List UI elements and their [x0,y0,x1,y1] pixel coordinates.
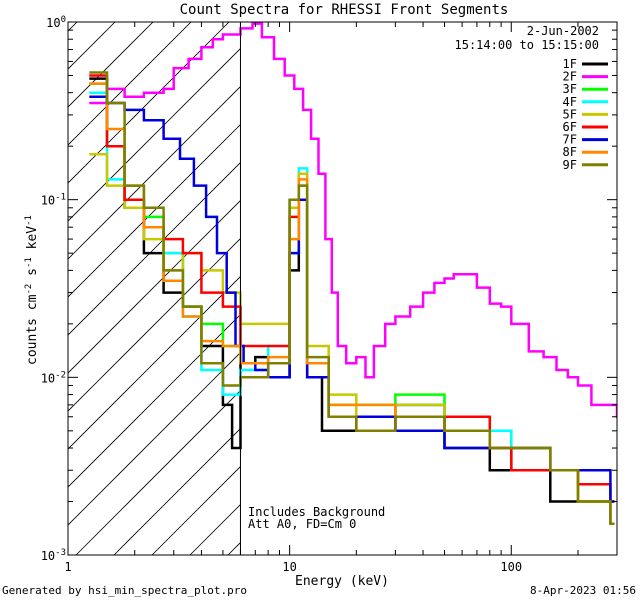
series-7F [89,95,615,503]
footer-generated-by: Generated by hsi_min_spectra_plot.pro [2,584,247,597]
hatch-line [304,0,640,555]
x-tick-labels: 1 10 100 [64,560,522,574]
y-tick-label: 100 [46,15,66,30]
series-1F [89,77,615,525]
series-2F [89,22,617,418]
hatch-line [68,123,241,298]
hatch-line [113,427,241,555]
hatch-line [68,199,241,374]
y-tick-label: 10-1 [41,193,66,208]
legend-label-6F: 6F [563,120,577,134]
axis-ticks [67,21,618,556]
hatch-line [68,47,241,222]
hatch-line [75,389,241,555]
legend-label-1F: 1F [563,57,577,71]
svg-text:counts cm-2 s-1 keV-1: counts cm-2 s-1 keV-1 [24,215,40,365]
series-5F [89,153,615,503]
legend-label-8F: 8F [563,145,577,159]
legend-label-2F: 2F [563,70,577,84]
x-tick-label: 100 [500,560,522,574]
footer-timestamp: 8-Apr-2023 01:56 [530,584,636,597]
hatch-line [68,85,241,260]
y-tick-labels: 100 10-1 10-2 10-3 [41,15,66,563]
legend-label-5F: 5F [563,107,577,121]
info-time-range: 15:14:00 to 15:15:00 [455,38,600,52]
series-8F [89,82,615,525]
series-9F [89,71,615,525]
y-tick-label: 10-3 [41,548,66,563]
legend-label-9F: 9F [563,158,577,172]
x-tick-label: 10 [282,560,296,574]
x-axis-label: Energy (keV) [295,574,389,589]
hatch-line [456,0,640,555]
y-tick-label: 10-2 [41,370,66,385]
hatch-line [68,22,78,32]
legend-label-7F: 7F [563,133,577,147]
hatch-line [68,22,154,108]
hatch-line [68,161,241,336]
hatch-line [342,0,640,555]
note-line-2: Att A0, FD=Cm 0 [248,517,356,531]
legend-label-3F: 3F [563,82,577,96]
info-date: 2-Jun-2002 [527,24,599,38]
series-4F [89,91,615,503]
hatch-line [0,0,28,555]
note-line-1: Includes Background [248,505,385,519]
legend-label-4F: 4F [563,95,577,109]
hatch-line [68,351,241,526]
series-layer [89,22,617,525]
chart-title: Count Spectra for RHESSI Front Segments [180,2,509,18]
hatch-line [380,0,640,555]
plot-frame [67,21,618,556]
x-tick-label: 1 [64,560,71,574]
hatch-line [68,237,241,412]
hatch-line [68,313,241,488]
y-axis-label: counts cm-2 s-1 keV-1 [24,215,40,365]
